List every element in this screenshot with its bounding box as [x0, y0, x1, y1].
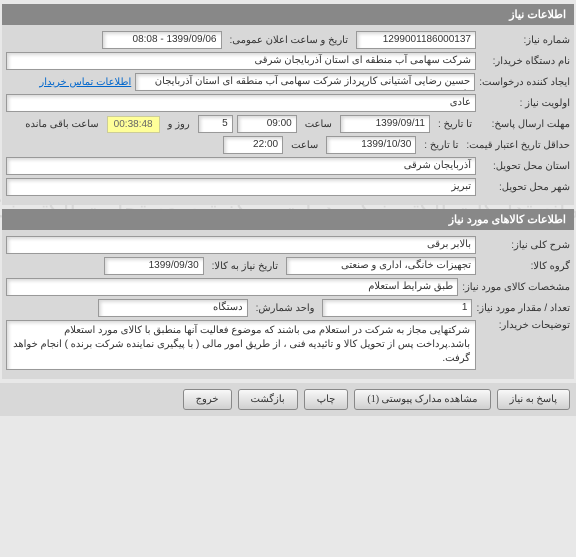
deadline-label: مهلت ارسال پاسخ:	[480, 119, 570, 130]
print-button[interactable]: چاپ	[304, 389, 349, 410]
priority-field: عادی	[6, 94, 476, 112]
notes-field: شرکتهایی مجاز به شرکت در استعلام می باشن…	[6, 320, 476, 370]
row-city: شهر محل تحویل: تبریز	[6, 178, 570, 196]
need-date-field: 1399/09/30	[104, 257, 204, 275]
contact-link[interactable]: اطلاعات تماس خریدار	[39, 77, 131, 88]
validity-label: حداقل تاریخ اعتبار قیمت:	[466, 140, 570, 151]
row-priority: اولویت نیاز : عادی	[6, 94, 570, 112]
row-province: استان محل تحویل: آذربایجان شرقی	[6, 157, 570, 175]
row-spec: مشخصات کالای مورد نیاز: طبق شرایط استعلا…	[6, 278, 570, 296]
desc-field: بالابر برقی	[6, 236, 476, 254]
buyer-org-field: شرکت سهامی آب منطقه ای استان آذربایجان ش…	[6, 52, 476, 70]
goods-info-section: اطلاعات کالاهای مورد نیاز شرح کلی نیاز: …	[2, 209, 574, 379]
validity-date-field: 1399/10/30	[326, 136, 416, 154]
validity-until-label: تا تاریخ :	[420, 140, 462, 151]
row-creator: ایجاد کننده درخواست: حسین رضایی آشتیانی …	[6, 73, 570, 91]
days-label: روز و	[164, 119, 194, 130]
group-field: تجهیزات خانگی، اداری و صنعتی	[286, 257, 476, 275]
creator-label: ایجاد کننده درخواست:	[479, 77, 570, 88]
priority-label: اولویت نیاز :	[480, 98, 570, 109]
validity-time-field: 22:00	[223, 136, 283, 154]
need-info-section: اطلاعات نیاز شماره نیاز: 129900118600013…	[2, 4, 574, 205]
need-info-body: شماره نیاز: 1299001186000137 تاریخ و ساع…	[2, 25, 574, 205]
exit-button[interactable]: خروج	[183, 389, 232, 410]
province-label: استان محل تحویل:	[480, 161, 570, 172]
group-label: گروه کالا:	[480, 261, 570, 272]
attachments-button[interactable]: مشاهده مدارک پیوستی (1)	[354, 389, 490, 410]
row-buyer-org: نام دستگاه خریدار: شرکت سهامی آب منطقه ا…	[6, 52, 570, 70]
row-need-number: شماره نیاز: 1299001186000137 تاریخ و ساع…	[6, 31, 570, 49]
row-qty: تعداد / مقدار مورد نیاز: 1 واحد شمارش: د…	[6, 299, 570, 317]
respond-button[interactable]: پاسخ به نیاز	[497, 389, 571, 410]
city-label: شهر محل تحویل:	[480, 182, 570, 193]
deadline-time-field: 09:00	[237, 115, 297, 133]
need-info-header: اطلاعات نیاز	[2, 4, 574, 25]
announce-field: 1399/09/06 - 08:08	[102, 31, 222, 49]
button-bar: پاسخ به نیاز مشاهده مدارک پیوستی (1) چاپ…	[0, 383, 576, 416]
row-deadline: مهلت ارسال پاسخ: تا تاریخ : 1399/09/11 س…	[6, 115, 570, 133]
row-desc: شرح کلی نیاز: بالابر برقی	[6, 236, 570, 254]
buyer-org-label: نام دستگاه خریدار:	[480, 56, 570, 67]
hour-label-1: ساعت	[301, 119, 336, 130]
unit-label: واحد شمارش:	[252, 303, 319, 314]
until-label: تا تاریخ :	[434, 119, 476, 130]
qty-field: 1	[322, 299, 472, 317]
spec-label: مشخصات کالای مورد نیاز:	[462, 282, 570, 293]
need-number-field: 1299001186000137	[356, 31, 476, 49]
announce-label: تاریخ و ساعت اعلان عمومی:	[226, 35, 353, 46]
remaining-label: ساعت باقی مانده	[21, 119, 102, 130]
row-group: گروه کالا: تجهیزات خانگی، اداری و صنعتی …	[6, 257, 570, 275]
goods-info-body: شرح کلی نیاز: بالابر برقی گروه کالا: تجه…	[2, 230, 574, 379]
desc-label: شرح کلی نیاز:	[480, 240, 570, 251]
qty-label: تعداد / مقدار مورد نیاز:	[476, 303, 570, 314]
notes-label: توضیحات خریدار:	[480, 320, 570, 331]
row-validity: حداقل تاریخ اعتبار قیمت: تا تاریخ : 1399…	[6, 136, 570, 154]
row-notes: توضیحات خریدار: شرکتهایی مجاز به شرکت در…	[6, 320, 570, 370]
unit-field: دستگاه	[98, 299, 248, 317]
city-field: تبریز	[6, 178, 476, 196]
deadline-date-field: 1399/09/11	[340, 115, 430, 133]
days-field: 5	[198, 115, 233, 133]
need-date-label: تاریخ نیاز به کالا:	[208, 261, 282, 272]
spec-field: طبق شرایط استعلام	[6, 278, 458, 296]
goods-info-header: اطلاعات کالاهای مورد نیاز	[2, 209, 574, 230]
countdown-timer: 00:38:48	[107, 116, 160, 133]
province-field: آذربایجان شرقی	[6, 157, 476, 175]
hour-label-2: ساعت	[287, 140, 322, 151]
back-button[interactable]: بازگشت	[238, 389, 298, 410]
need-number-label: شماره نیاز:	[480, 35, 570, 46]
creator-field: حسین رضایی آشتیانی کارپرداز شرکت سهامی آ…	[135, 73, 475, 91]
